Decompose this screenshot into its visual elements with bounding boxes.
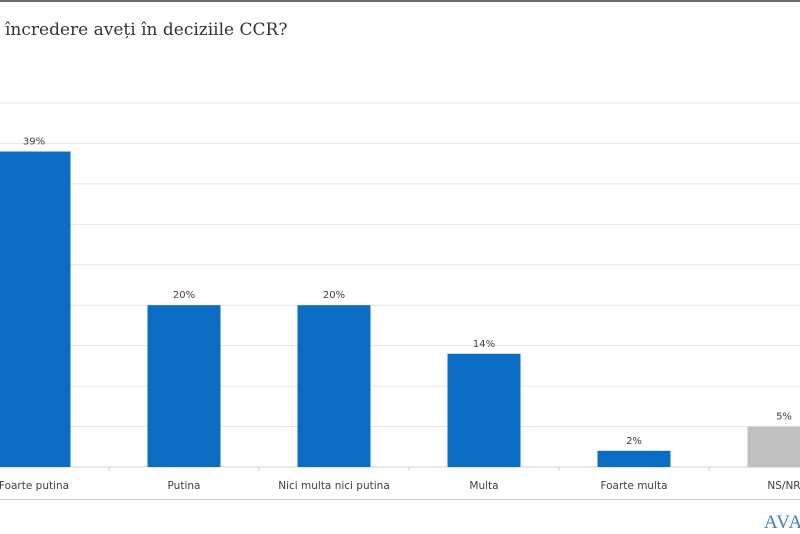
bar bbox=[447, 353, 521, 467]
bar bbox=[597, 450, 671, 467]
bottom-divider bbox=[0, 499, 800, 500]
x-tick-label: Foarte multa bbox=[600, 480, 667, 492]
x-tick-label: Nici multa nici putina bbox=[278, 480, 390, 492]
data-label: 20% bbox=[323, 290, 345, 301]
top-border bbox=[0, 0, 800, 2]
x-tick-label: NS/NR bbox=[767, 480, 800, 492]
chart-title: încredere aveți în deciziile CCR? bbox=[5, 20, 288, 40]
data-label: 39% bbox=[23, 137, 45, 148]
bar bbox=[0, 151, 71, 468]
x-tick-label: Foarte putina bbox=[0, 480, 69, 492]
x-tick-label: Multa bbox=[469, 480, 498, 492]
bar bbox=[747, 426, 800, 467]
data-label: 2% bbox=[626, 436, 642, 447]
logo: AVAN bbox=[764, 512, 800, 533]
data-label: 5% bbox=[776, 412, 792, 423]
data-label: 20% bbox=[173, 290, 195, 301]
data-label: 14% bbox=[473, 339, 495, 350]
x-tick-label: Putina bbox=[168, 480, 201, 492]
bar bbox=[147, 305, 221, 467]
bar bbox=[297, 305, 371, 467]
